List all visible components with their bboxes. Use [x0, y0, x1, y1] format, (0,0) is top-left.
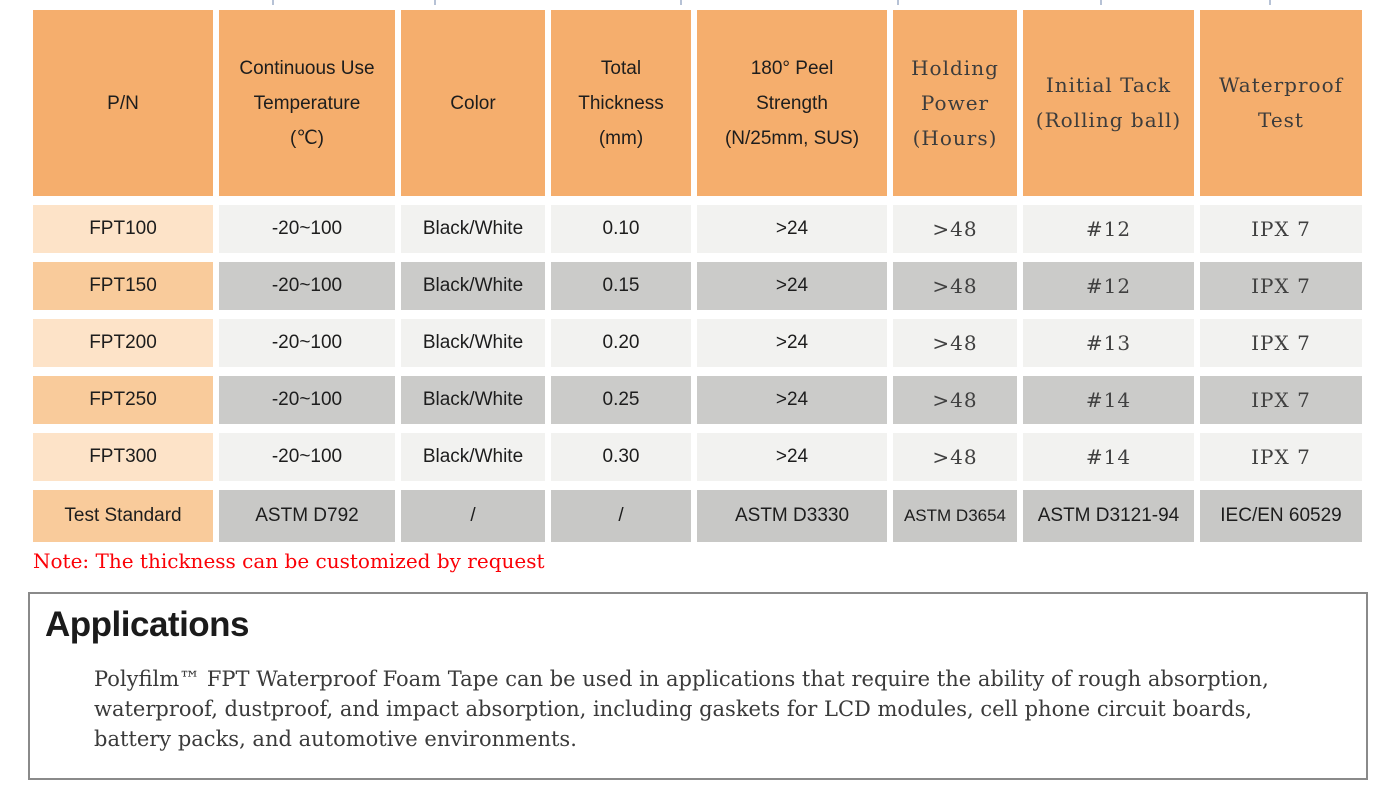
column-header-initial-tack: Initial Tack (Rolling ball)	[1023, 10, 1194, 196]
table-cell: ASTM D3121-94	[1023, 490, 1194, 542]
table-cell: #14	[1023, 376, 1194, 424]
header-line: Temperature	[253, 92, 361, 114]
row-label: FPT100	[33, 205, 213, 253]
header-line: P/N	[107, 92, 139, 114]
spec-table: P/N Continuous Use Temperature (℃) Color…	[33, 10, 1362, 542]
table-cell: IPX 7	[1200, 205, 1362, 253]
table-cell: #13	[1023, 319, 1194, 367]
header-line: Continuous Use	[239, 57, 375, 79]
column-header-thickness: Total Thickness (mm)	[551, 10, 691, 196]
column-header-holding-power: Holding Power (Hours)	[893, 10, 1017, 196]
table-cell: >48	[893, 262, 1017, 310]
header-line: 180° Peel	[750, 57, 834, 79]
table-cell: -20~100	[219, 433, 395, 481]
table-cell: >24	[697, 205, 887, 253]
header-line: Color	[450, 92, 496, 114]
table-cell: Black/White	[401, 262, 545, 310]
thickness-note: Note: The thickness can be customized by…	[33, 549, 545, 573]
top-crop-tick	[272, 0, 274, 5]
table-cell: IPX 7	[1200, 262, 1362, 310]
table-cell: >24	[697, 319, 887, 367]
table-cell: 0.15	[551, 262, 691, 310]
header-line: Thickness	[578, 92, 664, 114]
column-header-pn: P/N	[33, 10, 213, 196]
header-line: (N/25mm, SUS)	[724, 127, 860, 149]
header-line: (Rolling ball)	[1035, 108, 1182, 132]
table-cell: 0.25	[551, 376, 691, 424]
column-header-peel-strength: 180° Peel Strength (N/25mm, SUS)	[697, 10, 887, 196]
table-cell: Black/White	[401, 376, 545, 424]
table-cell: -20~100	[219, 319, 395, 367]
table-cell: Black/White	[401, 205, 545, 253]
table-cell: ASTM D792	[219, 490, 395, 542]
row-label: FPT200	[33, 319, 213, 367]
column-header-waterproof-test: Waterproof Test	[1200, 10, 1362, 196]
header-line: Initial Tack	[1045, 73, 1172, 97]
header-line: Holding	[911, 55, 999, 80]
header-line: Waterproof	[1218, 73, 1344, 97]
column-header-color: Color	[401, 10, 545, 196]
header-line: (mm)	[598, 127, 644, 149]
row-label: FPT300	[33, 433, 213, 481]
table-cell: /	[551, 490, 691, 542]
applications-title: Applications	[45, 605, 250, 644]
top-crop-tick	[680, 0, 682, 5]
table-cell: IPX 7	[1200, 433, 1362, 481]
column-header-temperature: Continuous Use Temperature (℃)	[219, 10, 395, 196]
header-line: Power	[920, 90, 990, 115]
table-cell: IEC/EN 60529	[1200, 490, 1362, 542]
table-cell: >24	[697, 262, 887, 310]
table-cell: Black/White	[401, 433, 545, 481]
top-crop-tick	[1269, 0, 1271, 5]
header-line: Test	[1258, 108, 1304, 132]
top-crop-tick	[1100, 0, 1102, 5]
table-cell: >48	[893, 319, 1017, 367]
table-cell: 0.10	[551, 205, 691, 253]
table-cell: >24	[697, 376, 887, 424]
header-line: (Hours)	[912, 125, 998, 150]
table-cell: >48	[893, 205, 1017, 253]
header-line: Total	[600, 57, 642, 79]
table-cell: -20~100	[219, 262, 395, 310]
table-cell: ASTM D3330	[697, 490, 887, 542]
table-cell: >48	[893, 376, 1017, 424]
table-cell: -20~100	[219, 376, 395, 424]
table-cell: #14	[1023, 433, 1194, 481]
applications-body: Polyfilm™ FPT Waterproof Foam Tape can b…	[94, 667, 1269, 751]
table-cell: IPX 7	[1200, 319, 1362, 367]
table-cell: /	[401, 490, 545, 542]
top-crop-tick	[897, 0, 899, 5]
table-cell: 0.30	[551, 433, 691, 481]
table-cell: -20~100	[219, 205, 395, 253]
table-cell: Black/White	[401, 319, 545, 367]
row-label: FPT150	[33, 262, 213, 310]
table-cell: 0.20	[551, 319, 691, 367]
table-cell: >24	[697, 433, 887, 481]
table-cell: ASTM D3654	[893, 490, 1017, 542]
header-line: (℃)	[290, 127, 324, 149]
table-cell: IPX 7	[1200, 376, 1362, 424]
header-line: Strength	[756, 92, 828, 114]
table-cell: #12	[1023, 262, 1194, 310]
top-crop-tick	[434, 0, 436, 5]
table-cell: #12	[1023, 205, 1194, 253]
row-label: Test Standard	[33, 490, 213, 542]
applications-section: Applications Polyfilm™ FPT Waterproof Fo…	[28, 592, 1368, 780]
table-cell: >48	[893, 433, 1017, 481]
row-label: FPT250	[33, 376, 213, 424]
